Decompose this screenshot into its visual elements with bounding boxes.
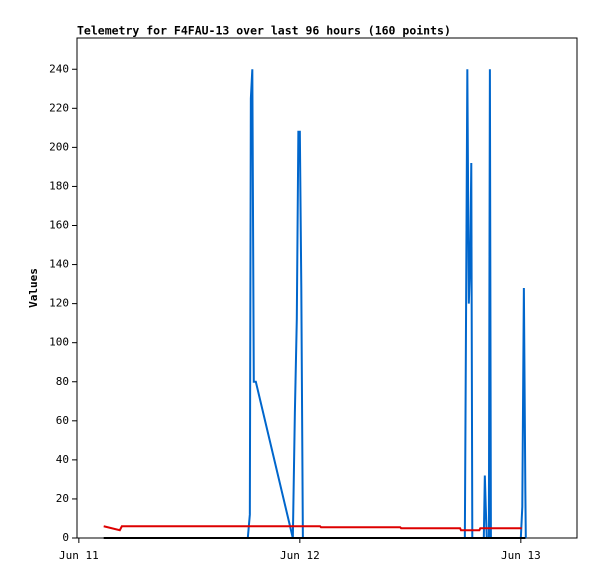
y-tick-label: 20 (56, 492, 69, 505)
series-line (103, 525, 522, 532)
y-tick-label: 120 (49, 297, 69, 310)
series-line (246, 69, 527, 539)
x-tick-label: Jun 11 (59, 549, 99, 562)
y-tick-label: 140 (49, 258, 69, 271)
chart-title: Telemetry for F4FAU-13 over last 96 hour… (77, 24, 451, 38)
x-tick-label: Jun 13 (501, 549, 541, 562)
y-tick-label: 100 (49, 336, 69, 349)
y-tick-label: 180 (49, 179, 69, 192)
y-tick-label: 40 (56, 453, 69, 466)
x-tick-label: Jun 12 (280, 549, 320, 562)
y-tick-label: 240 (49, 62, 69, 75)
y-tick-label: 80 (56, 375, 69, 388)
y-tick-label: 0 (62, 531, 69, 544)
y-tick-label: 220 (49, 101, 69, 114)
y-axis-label: Values (27, 268, 40, 308)
y-tick-label: 200 (49, 140, 69, 153)
y-tick-label: 160 (49, 219, 69, 232)
y-tick-label: 60 (56, 414, 69, 427)
